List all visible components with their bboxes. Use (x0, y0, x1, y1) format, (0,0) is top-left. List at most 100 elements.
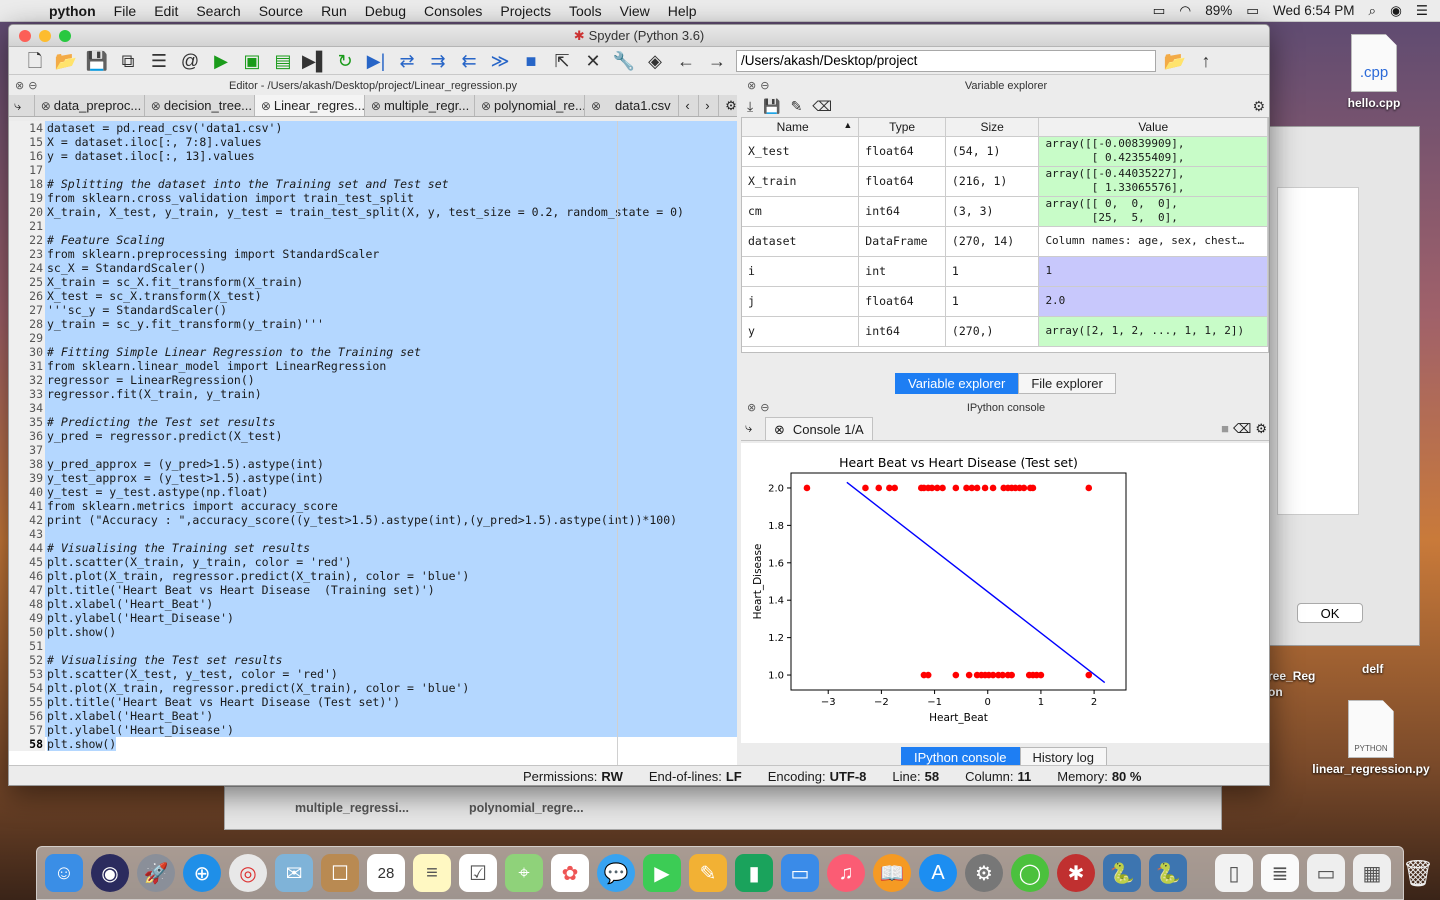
close-tab-icon[interactable]: ⊗ (480, 99, 492, 113)
menu-edit[interactable]: Edit (154, 2, 179, 19)
spotlight-search-icon[interactable]: ⌕ (1368, 2, 1377, 18)
save-all-icon[interactable]: ⧉ (121, 50, 135, 71)
browse-tabs-icon[interactable]: ⤷ (9, 95, 35, 116)
new-file-icon[interactable]: 🗋 (27, 50, 43, 71)
messages-icon[interactable]: 💬 (597, 854, 635, 892)
variable-row[interactable]: y int64 (270,) array([2, 1, 2, ..., 1, 1, 2… (742, 316, 1268, 347)
code-line[interactable]: 39 y_test_approx = (y_test>1.5).astype(in… (9, 471, 737, 485)
editor-options-gear-icon[interactable]: ⚙ (725, 98, 737, 113)
import-data-icon[interactable]: ⤓ (747, 97, 754, 114)
code-line[interactable]: 40 y_test = y_test.astype(np.float) (9, 485, 737, 499)
menu-view[interactable]: View (619, 2, 650, 19)
code-line[interactable]: 49 plt.ylabel('Heart_Disease') (9, 611, 737, 625)
code-line[interactable]: 32 regressor = LinearRegression() (9, 373, 737, 387)
finder-icon[interactable]: ☺ (45, 854, 83, 892)
menu-run[interactable]: Run (321, 2, 347, 19)
variable-row[interactable]: X_test float64 (54, 1) array([[-0.00839909]… (742, 136, 1268, 167)
step-into-icon[interactable]: ⇉ (430, 50, 446, 71)
menu-help[interactable]: Help (667, 2, 697, 19)
code-line[interactable]: 22 # Feature Scaling (9, 233, 737, 247)
tab-ipython-console[interactable]: IPython console (901, 747, 1020, 768)
close-window-button[interactable] (19, 30, 31, 42)
chrome-icon[interactable]: ◎ (229, 854, 267, 892)
menu-tools[interactable]: Tools (568, 2, 602, 19)
minimize-window-button[interactable] (39, 30, 51, 42)
code-line[interactable]: 35 # Predicting the Test set results (9, 415, 737, 429)
open-file-icon[interactable]: 📂 (54, 50, 78, 71)
menu-file[interactable]: File (113, 2, 137, 19)
code-line[interactable]: 44 # Visualising the Training set results (9, 541, 737, 555)
notes-icon[interactable]: ≡ (413, 854, 451, 892)
variable-row[interactable]: dataset DataFrame (270, 14) Column names: a… (742, 226, 1268, 257)
console-output[interactable]: Heart Beat vs Heart Disease (Test set) −3… (741, 443, 1269, 743)
code-line[interactable]: 18 # Splitting the dataset into the Train… (9, 177, 737, 191)
zip-file-icon[interactable]: ▯ (1215, 854, 1253, 892)
browse-folder-icon[interactable]: 📂 (1163, 50, 1187, 71)
pages-icon[interactable]: ✎ (689, 854, 727, 892)
at-icon[interactable]: @ (180, 50, 200, 71)
code-line[interactable]: 55 plt.title('Heart Beat vs Heart Disease… (9, 695, 737, 709)
app-store-icon[interactable]: A (919, 854, 957, 892)
tab-polynomial-regression[interactable]: ⊗ polynomial_re... (475, 95, 586, 116)
back-arrow-icon[interactable]: ← (677, 50, 695, 71)
tab-scroll-left-icon[interactable]: ‹ (679, 95, 700, 116)
tab-data1-csv[interactable]: ⊗ data1.csv (585, 95, 680, 116)
save-data-icon[interactable]: 💾 (763, 97, 781, 114)
document-thumbnail-icon[interactable]: ≣ (1261, 854, 1299, 892)
tab-multiple-regression[interactable]: ⊗ multiple_regr... (365, 95, 475, 116)
rerun-icon[interactable]: ↻ (337, 50, 353, 71)
erase-icon[interactable]: ⌫ (812, 97, 833, 114)
menu-app[interactable]: python (49, 2, 96, 19)
code-line[interactable]: 30 # Fitting Simple Linear Regression to … (9, 345, 737, 359)
code-line[interactable]: 29 (9, 331, 737, 345)
mail-icon[interactable]: ✉ (275, 854, 313, 892)
code-line[interactable]: 48 plt.xlabel('Heart_Beat') (9, 597, 737, 611)
code-line[interactable]: 23 from sklearn.preprocessing import Stan… (9, 247, 737, 261)
code-line[interactable]: 42 print ("Accuracy : ",accuracy_score((y… (9, 513, 737, 527)
run-cell-icon[interactable]: ▣ (243, 50, 261, 71)
keynote-icon[interactable]: ▭ (781, 854, 819, 892)
pane-close-undock-icons[interactable]: ⊗⊖ (747, 80, 774, 92)
desktop-file-hello-cpp[interactable]: .cpp hello.cpp (1344, 34, 1404, 110)
tab-console-1a[interactable]: ⊗ Console 1/A (765, 416, 873, 441)
run-cell-advance-icon[interactable]: ▤ (274, 50, 292, 71)
variable-row[interactable]: cm int64 (3, 3) array([[ 0, 0, 0], [25, 5, … (742, 196, 1268, 227)
variable-row[interactable]: j float64 1 2.0 (742, 286, 1268, 317)
books-icon[interactable]: 📖 (873, 854, 911, 892)
code-line[interactable]: 17 (9, 163, 737, 177)
finder-file-multiple-regression[interactable]: multiple_regressi... (295, 801, 409, 815)
debug-icon[interactable]: ▶| (366, 50, 386, 71)
save-data-as-icon[interactable]: ✎ (790, 97, 803, 114)
code-line[interactable]: 16 y = dataset.iloc[:, 13].values (9, 149, 737, 163)
airplay-icon[interactable]: ▭ (1152, 2, 1166, 18)
code-line[interactable]: 14 dataset = pd.read_csv('data1.csv') (9, 121, 737, 135)
tab-scroll-right-icon[interactable]: › (699, 95, 720, 116)
zoom-window-button[interactable] (59, 30, 71, 42)
facetime-icon[interactable]: ▶ (643, 854, 681, 892)
code-line[interactable]: 47 plt.title('Heart Beat vs Heart Disease… (9, 583, 737, 597)
continue-icon[interactable]: ≫ (490, 50, 510, 71)
code-line[interactable]: 50 plt.show() (9, 625, 737, 639)
console-options-gear-icon[interactable]: ⚙ (1255, 420, 1267, 436)
launchpad-icon[interactable]: 🚀 (137, 854, 175, 892)
code-editor[interactable]: 14 dataset = pd.read_csv('data1.csv') 15 X … (9, 121, 737, 765)
menu-source[interactable]: Source (258, 2, 304, 19)
run-selection-icon[interactable]: ▶▌ (302, 50, 329, 71)
system-preferences-icon[interactable]: ⚙ (965, 854, 1003, 892)
column-header-value[interactable]: Value (1038, 118, 1268, 137)
ok-button[interactable]: OK (1297, 603, 1363, 623)
code-line[interactable]: 36 y_pred = regressor.predict(X_test) (9, 429, 737, 443)
battery-icon[interactable]: ▭ (1246, 2, 1259, 18)
close-tab-icon[interactable]: ⊗ (150, 99, 161, 113)
tab-linear-regression[interactable]: ⊗ Linear_regres... (254, 95, 365, 116)
column-header-name[interactable]: Name ▲ (742, 118, 860, 137)
reminders-icon[interactable]: ☑ (459, 854, 497, 892)
desktop-file-linear-regression[interactable]: PYTHON linear_regression.py (1312, 700, 1430, 777)
step-icon[interactable]: ⇄ (399, 50, 415, 71)
variable-explorer-gear-icon[interactable]: ⚙ (1252, 97, 1265, 114)
menu-projects[interactable]: Projects (500, 2, 551, 19)
python-path-icon[interactable]: ◈ (648, 50, 662, 71)
code-line[interactable]: 51 (9, 639, 737, 653)
code-line[interactable]: 45 plt.scatter(X_train, y_train, color = … (9, 555, 737, 569)
code-line[interactable]: 34 (9, 401, 737, 415)
